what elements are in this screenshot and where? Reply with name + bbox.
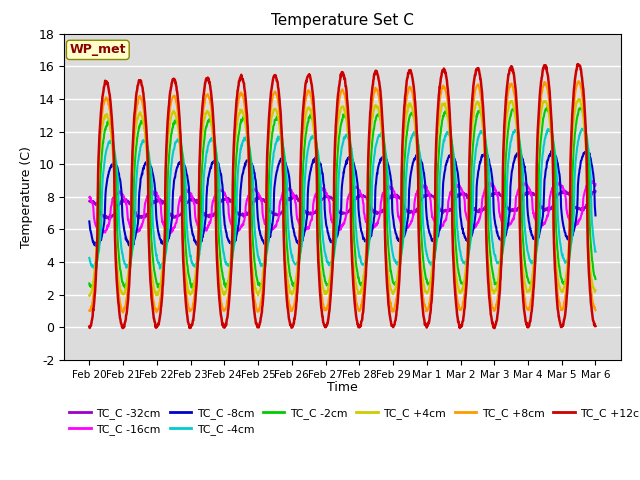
TC_C -2cm bbox=[374, 112, 381, 118]
TC_C -32cm bbox=[86, 198, 93, 204]
TC_C -16cm bbox=[311, 193, 319, 199]
TC_C -32cm bbox=[311, 209, 319, 215]
TC_C -16cm bbox=[145, 191, 153, 197]
TC_C -4cm bbox=[578, 126, 586, 132]
TC_C +12cm bbox=[491, 325, 499, 331]
TC_C +8cm bbox=[320, 305, 328, 311]
TC_C +4cm bbox=[310, 136, 318, 142]
TC_C -2cm bbox=[86, 281, 93, 287]
Line: TC_C +8cm: TC_C +8cm bbox=[90, 81, 595, 312]
Line: TC_C -4cm: TC_C -4cm bbox=[90, 129, 595, 269]
TC_C +8cm bbox=[301, 106, 308, 111]
Title: Temperature Set C: Temperature Set C bbox=[271, 13, 414, 28]
TC_C -32cm bbox=[320, 195, 328, 201]
TC_C -32cm bbox=[301, 207, 308, 213]
TC_C -8cm bbox=[93, 243, 100, 249]
TC_C -8cm bbox=[301, 229, 308, 235]
TC_C +12cm bbox=[591, 323, 599, 329]
TC_C -2cm bbox=[125, 274, 132, 279]
TC_C -2cm bbox=[301, 144, 308, 150]
TC_C +12cm bbox=[300, 96, 308, 101]
TC_C -32cm bbox=[591, 188, 598, 193]
Legend: TC_C -32cm, TC_C -16cm, TC_C -8cm, TC_C -4cm, TC_C -2cm, TC_C +4cm, TC_C +8cm, T: TC_C -32cm, TC_C -16cm, TC_C -8cm, TC_C … bbox=[69, 408, 640, 435]
TC_C -4cm bbox=[86, 255, 93, 261]
TC_C +12cm bbox=[374, 71, 381, 76]
TC_C -8cm bbox=[311, 158, 319, 164]
TC_C -16cm bbox=[166, 231, 174, 237]
TC_C -8cm bbox=[86, 218, 93, 224]
TC_C -2cm bbox=[543, 104, 551, 110]
TC_C +4cm bbox=[86, 293, 93, 299]
TC_C +8cm bbox=[125, 275, 132, 281]
TC_C -32cm bbox=[374, 210, 381, 216]
Text: WP_met: WP_met bbox=[70, 43, 126, 56]
TC_C -16cm bbox=[591, 181, 599, 187]
TC_C -8cm bbox=[591, 213, 599, 218]
TC_C -4cm bbox=[156, 266, 164, 272]
TC_C -8cm bbox=[125, 242, 132, 248]
Line: TC_C +12cm: TC_C +12cm bbox=[90, 64, 595, 328]
TC_C +12cm bbox=[125, 290, 132, 296]
TC_C -4cm bbox=[374, 135, 381, 141]
X-axis label: Time: Time bbox=[327, 381, 358, 394]
TC_C +12cm bbox=[86, 324, 93, 329]
Line: TC_C -8cm: TC_C -8cm bbox=[90, 151, 595, 246]
Line: TC_C -2cm: TC_C -2cm bbox=[90, 107, 595, 288]
Y-axis label: Temperature (C): Temperature (C) bbox=[20, 146, 33, 248]
TC_C -16cm bbox=[374, 220, 381, 226]
TC_C -16cm bbox=[586, 178, 594, 183]
TC_C +4cm bbox=[374, 104, 381, 109]
TC_C -8cm bbox=[374, 167, 381, 173]
TC_C +12cm bbox=[320, 320, 328, 326]
TC_C +8cm bbox=[86, 308, 93, 313]
TC_C -32cm bbox=[106, 217, 113, 223]
TC_C +4cm bbox=[300, 123, 308, 129]
TC_C -8cm bbox=[320, 182, 328, 188]
TC_C -2cm bbox=[145, 165, 153, 171]
TC_C -2cm bbox=[122, 285, 129, 291]
TC_C -2cm bbox=[311, 126, 319, 132]
Line: TC_C -32cm: TC_C -32cm bbox=[90, 191, 595, 220]
TC_C +4cm bbox=[575, 96, 582, 102]
TC_C +8cm bbox=[374, 87, 381, 93]
TC_C +4cm bbox=[591, 287, 599, 293]
TC_C -8cm bbox=[145, 161, 153, 167]
TC_C -2cm bbox=[320, 273, 328, 279]
TC_C +12cm bbox=[310, 113, 318, 119]
TC_C +4cm bbox=[125, 267, 132, 273]
TC_C -8cm bbox=[547, 148, 555, 154]
TC_C +8cm bbox=[145, 248, 153, 254]
Line: TC_C +4cm: TC_C +4cm bbox=[90, 99, 595, 296]
TC_C -2cm bbox=[591, 276, 599, 282]
TC_C +4cm bbox=[320, 288, 328, 293]
TC_C -32cm bbox=[125, 201, 132, 206]
TC_C +4cm bbox=[145, 235, 153, 241]
TC_C -16cm bbox=[125, 216, 132, 222]
Line: TC_C -16cm: TC_C -16cm bbox=[90, 180, 595, 234]
TC_C +12cm bbox=[145, 245, 153, 251]
TC_C +8cm bbox=[311, 129, 319, 134]
TC_C -32cm bbox=[591, 189, 599, 194]
TC_C -4cm bbox=[125, 263, 132, 269]
TC_C -4cm bbox=[145, 153, 153, 159]
TC_C -16cm bbox=[320, 185, 328, 191]
TC_C -16cm bbox=[301, 228, 308, 233]
TC_C -4cm bbox=[591, 249, 599, 254]
TC_C -32cm bbox=[145, 208, 153, 214]
TC_C +8cm bbox=[119, 310, 127, 315]
TC_C -4cm bbox=[320, 243, 328, 249]
TC_C +8cm bbox=[575, 78, 582, 84]
TC_C -4cm bbox=[301, 187, 308, 192]
TC_C +12cm bbox=[573, 61, 581, 67]
TC_C -4cm bbox=[311, 136, 319, 142]
TC_C -16cm bbox=[86, 194, 93, 200]
TC_C +8cm bbox=[591, 307, 599, 313]
